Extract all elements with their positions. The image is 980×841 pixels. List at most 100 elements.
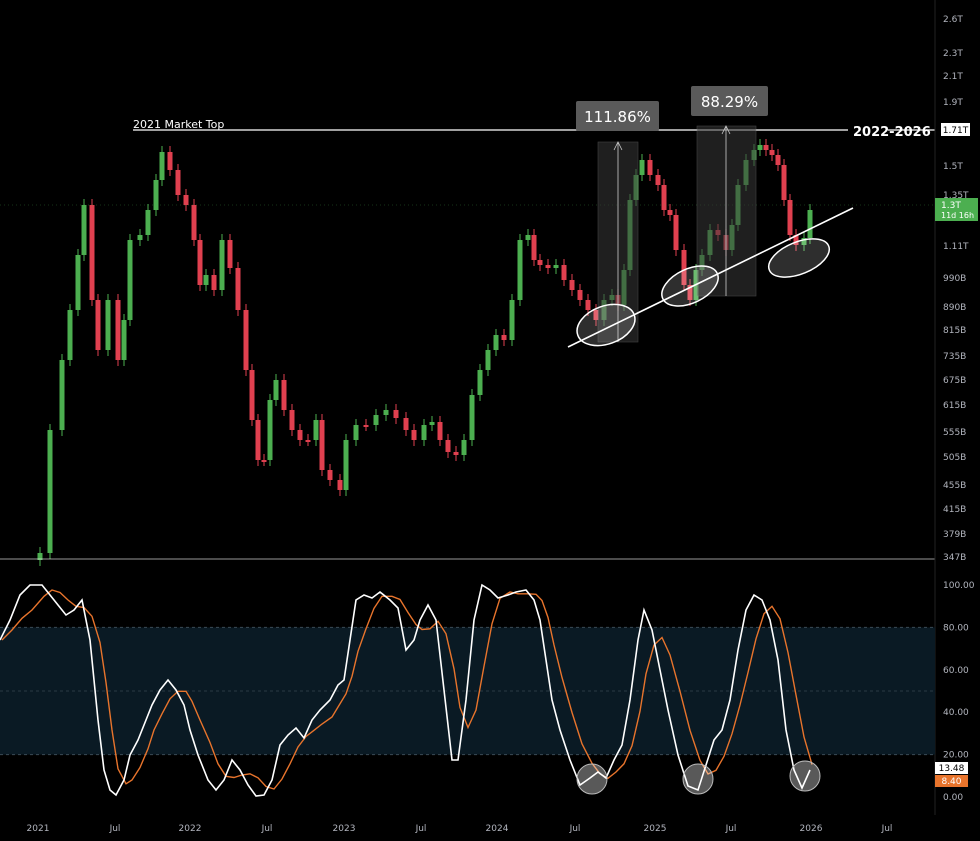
price-tick-label: 505B [943, 453, 966, 463]
candle-body [383, 410, 389, 415]
candle-body [197, 240, 203, 285]
price-tick-label: 415B [943, 505, 966, 515]
move2-label: 88.29% [701, 93, 758, 111]
candle-body [437, 422, 443, 440]
candle-body [393, 410, 399, 418]
candle-body [47, 430, 53, 553]
price-tick-label: 890B [943, 303, 966, 313]
rally1-arrowhead [613, 141, 623, 151]
rally2-arrowhead [721, 125, 731, 135]
time-tick-label: 2023 [333, 824, 356, 834]
candle-body [81, 205, 87, 255]
time-tick-label: Jul [881, 824, 893, 834]
candle-body [115, 300, 121, 360]
candle-body [509, 300, 515, 340]
time-tick-label: 2022 [179, 824, 202, 834]
stoch-pane [0, 583, 935, 797]
candle-body [67, 310, 73, 360]
price-tick-label: 1.5T [943, 162, 963, 172]
candle-body [585, 300, 591, 310]
candle-body [403, 418, 409, 430]
price-tick-label: 735B [943, 352, 966, 362]
candle-body [681, 250, 687, 285]
candle-body [219, 240, 225, 290]
candle-body [775, 155, 781, 165]
candle-body [343, 440, 349, 490]
time-tick-label: 2025 [644, 824, 667, 834]
candle-body [769, 150, 775, 155]
price-tag [935, 198, 978, 221]
candle-body [787, 200, 793, 235]
candle-body [577, 290, 583, 300]
candle-body [537, 260, 543, 265]
stoch-k-line [0, 583, 811, 797]
candle-body [801, 238, 807, 245]
price-tick-label: 2.1T [943, 72, 963, 82]
candle-body [763, 145, 769, 150]
candle-body [363, 425, 369, 427]
candle-body [261, 460, 267, 462]
candle-body [191, 205, 197, 240]
candle-body [561, 265, 567, 280]
candle-body [281, 380, 287, 410]
candle-body [687, 285, 693, 300]
candle-body [235, 268, 241, 310]
price-tick-label: 990B [943, 274, 966, 284]
candle-body [429, 422, 435, 425]
price-tick-label: 455B [943, 481, 966, 491]
candle-body [525, 235, 531, 240]
candle-body [461, 440, 467, 455]
candle-body [337, 480, 343, 490]
candle-body [793, 235, 799, 245]
support-trendline [567, 207, 854, 348]
stoch-oversold-circle [682, 763, 714, 795]
stoch-oversold-circle [789, 760, 821, 792]
candle-body [59, 360, 65, 430]
market-top-tag [941, 123, 970, 136]
stoch-tick-label: 20.00 [943, 751, 969, 761]
candle-body [757, 145, 763, 150]
market-top-value: 1.71T [943, 126, 969, 136]
candle-body [75, 255, 81, 310]
stoch-tick-label: 60.00 [943, 666, 969, 676]
candle-body [175, 170, 181, 195]
stoch-tick-label: 40.00 [943, 708, 969, 718]
candle-body [89, 205, 95, 300]
candle-body [167, 152, 173, 170]
time-tick-label: Jul [725, 824, 737, 834]
candle-body [655, 175, 661, 185]
price-tick-label: 379B [943, 530, 966, 540]
candle-body [545, 265, 551, 268]
annotation-layer [0, 125, 935, 348]
candle-body [105, 300, 111, 350]
price-tick-label: 1.35T [943, 191, 969, 201]
candle-body [453, 452, 459, 455]
market-top-label: 2021 Market Top [133, 118, 224, 131]
price-tick-label: 615B [943, 401, 966, 411]
candle-body [421, 425, 427, 440]
time-tick-label: Jul [415, 824, 427, 834]
stoch-tick-label: 80.00 [943, 623, 969, 633]
price-pane [37, 139, 813, 566]
stoch-oversold-circle [576, 763, 608, 795]
candle-body [353, 425, 359, 440]
time-tick-label: 2024 [486, 824, 509, 834]
stoch-tick-label: 100.00 [943, 581, 975, 591]
candle-body [807, 210, 813, 238]
candle-body [203, 275, 209, 285]
candle-body [183, 195, 189, 205]
support-ellipse-3 [767, 238, 831, 278]
axes-layer: 2.6T 2.3T 2.1T 1.9T 1.5T 1.35T 1.11T 990B 890B 81… [27, 15, 975, 834]
price-tick-label: 1.11T [943, 242, 969, 252]
candle-body [249, 370, 255, 420]
candle-body [327, 470, 333, 480]
price-tick-label: 2.3T [943, 49, 963, 59]
support-ellipse-2 [661, 265, 719, 307]
candle-body [517, 240, 523, 300]
candle-body [493, 335, 499, 350]
candle-body [297, 430, 303, 440]
move1-label: 111.86% [584, 108, 651, 126]
price-tick-label: 347B [943, 553, 966, 563]
candle-body [445, 440, 451, 452]
